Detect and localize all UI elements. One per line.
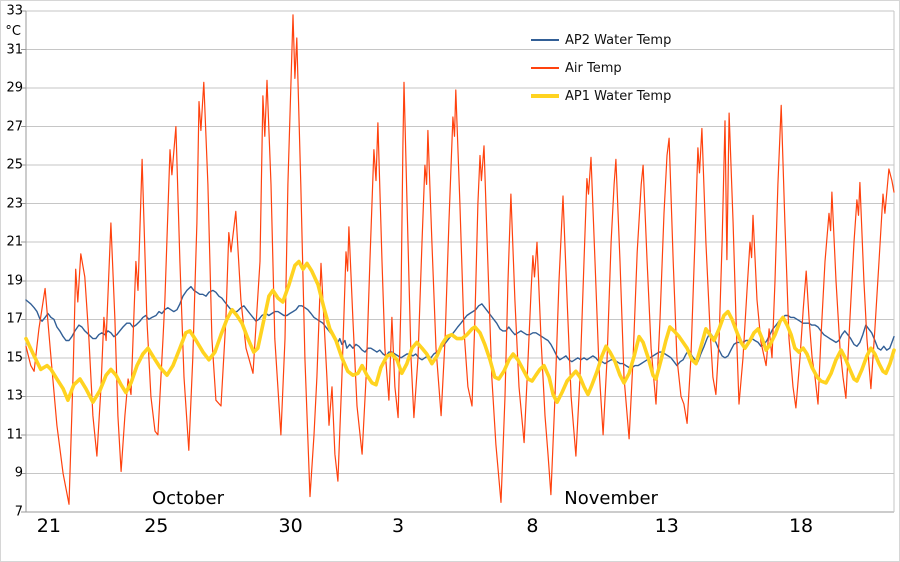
y-tick-label: 11 bbox=[6, 427, 23, 443]
legend-label: Air Temp bbox=[565, 60, 622, 76]
legend-label: AP2 Water Temp bbox=[565, 32, 672, 48]
y-tick-label: 23 bbox=[6, 196, 23, 212]
x-tick-label: 30 bbox=[278, 515, 303, 537]
x-tick-label: 3 bbox=[392, 515, 405, 537]
legend-item-ap2-water-temp: AP2 Water Temp bbox=[531, 26, 671, 54]
y-tick-label: 7 bbox=[14, 504, 23, 520]
y-tick-label: 33 bbox=[6, 3, 23, 19]
y-tick-label: 29 bbox=[6, 80, 23, 96]
month-label: November bbox=[564, 488, 658, 509]
y-tick-label: 15 bbox=[6, 350, 23, 366]
legend-line-swatch-blue bbox=[531, 39, 559, 41]
x-tick-label: 25 bbox=[144, 515, 169, 537]
y-tick-label: 17 bbox=[6, 311, 23, 327]
series-line-ap1-water-temp bbox=[24, 259, 896, 405]
month-label: October bbox=[151, 488, 225, 509]
y-axis-unit-label: °C bbox=[5, 24, 21, 39]
legend-label: AP1 Water Temp bbox=[565, 88, 672, 104]
x-tick-label: 13 bbox=[654, 515, 679, 537]
x-tick-label: 18 bbox=[788, 515, 814, 537]
legend-item-air-temp: Air Temp bbox=[531, 54, 671, 82]
y-tick-label: 13 bbox=[6, 388, 23, 404]
legend-line-swatch-red bbox=[531, 67, 559, 69]
legend: AP2 Water Temp Air Temp AP1 Water Temp bbox=[531, 26, 671, 110]
y-tick-label: 27 bbox=[6, 119, 23, 135]
y-tick-label: 9 bbox=[14, 465, 23, 481]
x-tick-label: 8 bbox=[526, 515, 539, 537]
y-tick-label: 21 bbox=[6, 234, 23, 250]
y-tick-label: 25 bbox=[6, 157, 23, 173]
legend-line-swatch-yellow bbox=[531, 94, 559, 98]
y-tick-label: 31 bbox=[6, 42, 23, 58]
y-tick-label: 19 bbox=[6, 273, 23, 289]
x-tick-label: 21 bbox=[36, 515, 61, 537]
legend-item-ap1-water-temp: AP1 Water Temp bbox=[531, 82, 671, 110]
